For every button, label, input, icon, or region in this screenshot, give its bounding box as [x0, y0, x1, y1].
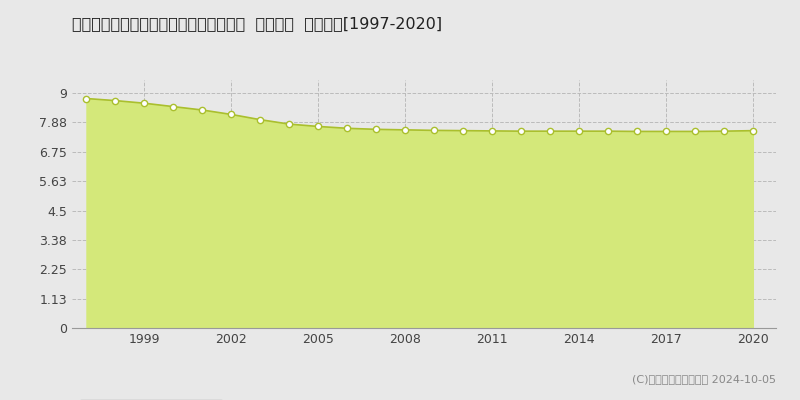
Text: 愛知県岡崎市駒立町字アマヤケ２０番１  基準地価  地価推移[1997-2020]: 愛知県岡崎市駒立町字アマヤケ２０番１ 基準地価 地価推移[1997-2020] [72, 16, 442, 31]
Text: (C)土地価格ドットコム 2024-10-05: (C)土地価格ドットコム 2024-10-05 [632, 374, 776, 384]
